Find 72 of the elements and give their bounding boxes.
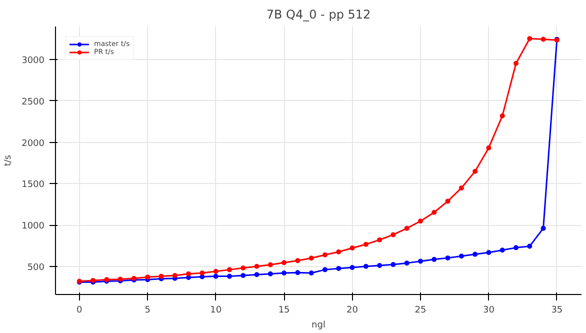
point [377,262,382,268]
x-tick-label: 35 [551,306,563,316]
point [200,270,205,276]
point [486,250,492,255]
point [308,270,314,276]
point [172,272,178,278]
point [404,260,410,266]
point [336,266,342,271]
point [186,271,192,276]
point [308,256,314,261]
point [445,198,450,204]
point [540,36,546,42]
point [363,242,368,247]
point [432,256,437,262]
point [390,262,396,268]
point [145,274,150,280]
point [240,272,246,278]
point [404,226,410,231]
x-axis-title: ngl [312,320,326,330]
point [295,258,300,264]
x-tick-label: 5 [144,306,150,316]
y-tick-label: 3000 [22,56,45,66]
point [295,270,300,276]
point [336,249,342,254]
y-tick-label: 2000 [22,138,45,149]
point [158,274,164,279]
point [458,254,464,259]
point [322,267,328,272]
point [390,232,396,238]
point [363,264,368,269]
point [514,245,519,250]
y-tick-label: 2500 [22,97,45,108]
point [527,36,532,42]
point [377,237,382,242]
point [540,226,546,231]
y-tick-label: 500 [27,262,45,273]
point [500,248,505,253]
x-tick-label: 30 [482,306,495,316]
point [226,267,232,272]
point [213,274,218,279]
point [254,272,260,278]
point [268,262,273,268]
point [350,246,355,251]
point [458,185,464,190]
y-tick-label: 1000 [22,222,45,232]
x-tick-label: 25 [414,306,426,316]
point [268,271,273,276]
point [213,268,218,274]
point [472,168,478,174]
point [226,274,232,279]
x-tick-label: 0 [76,306,83,316]
y-tick-label: 1500 [22,180,45,190]
x-tick-label: 20 [346,306,358,316]
point [445,255,450,260]
chart-title: 7B Q4_0 - pp 512 [266,8,371,22]
point [527,244,532,249]
point [500,113,505,118]
point [418,218,423,224]
point [432,210,437,215]
point [282,260,287,266]
point [350,265,355,270]
point [486,145,492,150]
x-tick-label: 15 [278,306,290,316]
point [472,252,478,257]
point [514,60,519,66]
y-axis-title: t/s [4,154,14,166]
point [240,266,246,271]
point [322,252,328,258]
x-tick-label: 10 [210,306,222,316]
point [282,270,287,276]
point [418,258,423,264]
point [254,264,260,269]
